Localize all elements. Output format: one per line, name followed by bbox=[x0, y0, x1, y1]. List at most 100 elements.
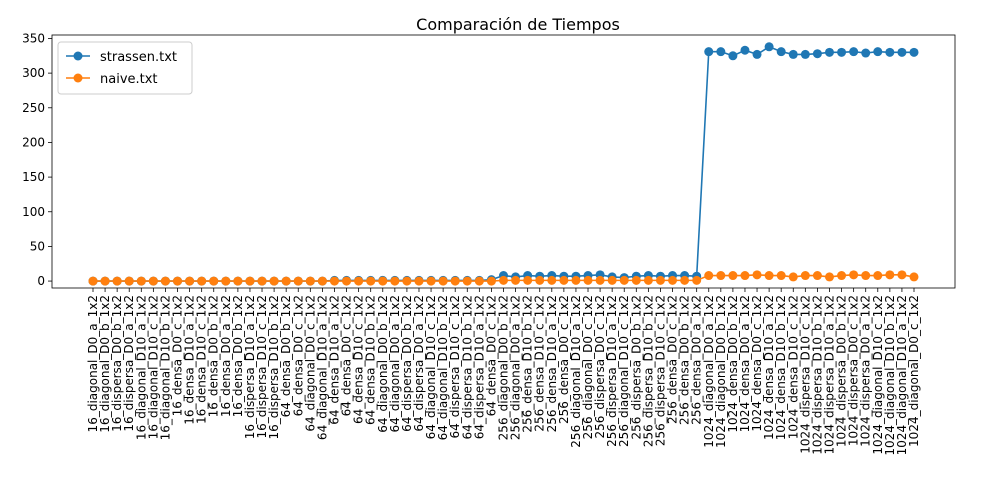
data-point bbox=[728, 51, 738, 61]
x-tick-label: 64_densa_D10_a_1x2 bbox=[327, 295, 341, 425]
data-point bbox=[293, 276, 303, 286]
data-point bbox=[281, 276, 291, 286]
x-tick-label: 16_diagonal_D0_b_1x2 bbox=[98, 295, 112, 433]
x-tick-label: 64_dispersa_D10_c_1x2 bbox=[448, 295, 462, 439]
x-tick-label: 16_densa_D10_c_1x2 bbox=[195, 295, 209, 424]
x-tick-label: 64_densa_D0_c_1x2 bbox=[291, 295, 305, 416]
data-point bbox=[704, 271, 714, 281]
data-point bbox=[788, 49, 798, 59]
data-point bbox=[499, 275, 508, 285]
x-tick-label: 1024_diagonal_D0_c_1x2 bbox=[907, 295, 921, 447]
x-tick-label: 16_diagonal_D10_b_1x2 bbox=[158, 295, 172, 440]
data-point bbox=[740, 271, 750, 281]
data-point bbox=[861, 271, 871, 281]
x-tick-label: 256_densa_D0_c_1x2 bbox=[666, 295, 680, 424]
data-point bbox=[583, 275, 593, 285]
data-point bbox=[571, 275, 581, 285]
x-tick-label: 16_diagonal_D0_a_1x2 bbox=[86, 295, 100, 432]
data-point bbox=[800, 49, 810, 59]
data-point bbox=[849, 270, 859, 280]
data-point bbox=[438, 276, 448, 286]
data-point bbox=[643, 275, 653, 285]
data-point bbox=[752, 270, 762, 280]
x-tick-label: 256_dispersa_D10_b_1x2 bbox=[641, 295, 655, 447]
chart-title: Comparación de Tiempos bbox=[416, 15, 620, 34]
data-point bbox=[837, 47, 847, 57]
data-point bbox=[173, 276, 183, 286]
data-point bbox=[909, 272, 919, 282]
x-tick-label: 256_densa_D0_c_1x2 bbox=[557, 295, 571, 424]
x-tick-label: 1024_dispersa_D10_b_1x2 bbox=[810, 295, 824, 455]
x-tick-label: 64_densa_D0_c_1x2 bbox=[484, 295, 498, 416]
x-tick-label: 1024_diagonal_D0_b_1x2 bbox=[714, 295, 728, 448]
data-point bbox=[776, 47, 786, 57]
x-tick-label: 1024_densa_D10_c_1x2 bbox=[786, 295, 800, 439]
data-point bbox=[148, 276, 158, 286]
data-point bbox=[704, 47, 714, 57]
x-tick-label: 1024_dispersa_D10_c_1x2 bbox=[798, 295, 812, 454]
data-point bbox=[607, 275, 617, 285]
data-point bbox=[160, 276, 170, 286]
x-tick-label: 256_diagonal_D10_a_1x2 bbox=[569, 295, 583, 448]
x-tick-label: 256_dispersa_D10_a_1x2 bbox=[605, 295, 619, 447]
data-point bbox=[631, 275, 641, 285]
x-tick-label: 64_densa_D10_b_1x2 bbox=[364, 295, 378, 425]
data-point bbox=[197, 276, 207, 286]
series-0 bbox=[88, 42, 919, 286]
data-point bbox=[692, 275, 702, 285]
x-tick-label: 1024_diagonal_D10_a_1x2 bbox=[895, 295, 909, 455]
data-point bbox=[221, 276, 231, 286]
data-point bbox=[764, 271, 774, 281]
data-point bbox=[378, 276, 388, 286]
x-tick-label: 16_densa_D0_b_1x2 bbox=[231, 295, 245, 417]
x-tick-label: 16_densa_D0_a_1x2 bbox=[219, 295, 233, 417]
data-point bbox=[812, 271, 822, 281]
x-tick-label: 256_diagonal_D10_c_1x2 bbox=[617, 295, 631, 447]
data-point bbox=[511, 275, 521, 285]
legend-marker bbox=[73, 51, 83, 61]
y-tick-label: 0 bbox=[37, 274, 45, 288]
legend-box bbox=[57, 41, 193, 95]
x-tick-label: 64_densa_D0_c_1x2 bbox=[340, 295, 354, 416]
data-point bbox=[668, 275, 678, 285]
data-point bbox=[764, 42, 774, 52]
data-point bbox=[269, 276, 279, 286]
data-point bbox=[885, 47, 895, 57]
data-point bbox=[88, 276, 98, 286]
x-tick-label: 256_densa_D10_a_1x2 bbox=[545, 295, 559, 432]
data-point bbox=[680, 275, 690, 285]
x-tick-label: 64_diagonal_D10_a_1x2 bbox=[315, 295, 329, 440]
data-point bbox=[342, 276, 352, 286]
data-point bbox=[559, 275, 569, 285]
data-point bbox=[535, 275, 545, 285]
x-tick-label: 16_dispersa_D10_b_1x2 bbox=[267, 295, 281, 440]
y-tick-label: 250 bbox=[22, 101, 45, 115]
data-point bbox=[124, 276, 134, 286]
legend: strassen.txt naive.txt bbox=[57, 41, 193, 95]
data-point bbox=[716, 47, 726, 57]
data-point bbox=[873, 47, 883, 57]
x-tick-label: 64_dispersa_D10_b_1x2 bbox=[460, 295, 474, 440]
x-tick-label: 64_diagonal_D0_c_1x2 bbox=[303, 295, 317, 432]
data-point bbox=[897, 47, 907, 57]
data-point bbox=[740, 45, 750, 55]
x-tick-label: 1024_dispersa_D0_b_1x2 bbox=[835, 295, 849, 447]
y-tick-label: 300 bbox=[22, 66, 45, 80]
data-point bbox=[245, 276, 255, 286]
data-point bbox=[824, 272, 834, 282]
x-tick-label: 64_densa_D0_b_1x2 bbox=[279, 295, 293, 417]
x-tick-label: 256_densa_D0_a_1x2 bbox=[690, 295, 704, 425]
data-point bbox=[716, 271, 726, 281]
y-tick-label: 350 bbox=[22, 31, 45, 45]
x-tick-label: 16_densa_D10_a_1x2 bbox=[183, 295, 197, 425]
data-point bbox=[426, 276, 436, 286]
x-tick-label: 1024_diagonal_D0_a_1x2 bbox=[702, 295, 716, 448]
y-tick-label: 200 bbox=[22, 135, 45, 149]
data-point bbox=[800, 271, 810, 281]
x-tick-label: 256_diagonal_D0_a_1x2 bbox=[509, 295, 523, 440]
data-point bbox=[897, 270, 907, 280]
data-point bbox=[776, 271, 786, 281]
x-tick-label: 256_densa_D10_b_1x2 bbox=[521, 295, 535, 433]
